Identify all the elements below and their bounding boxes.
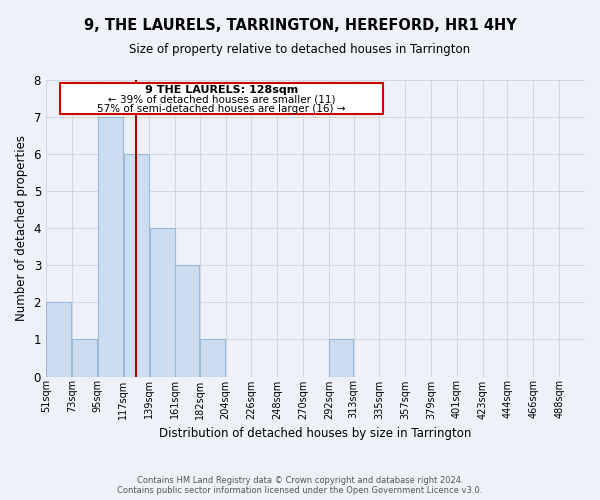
Bar: [46, 302, 71, 376]
Text: Size of property relative to detached houses in Tarrington: Size of property relative to detached ho…: [130, 42, 470, 56]
Bar: [98, 117, 123, 376]
Bar: [72, 340, 97, 376]
Bar: [124, 154, 149, 376]
Text: 9 THE LAURELS: 128sqm: 9 THE LAURELS: 128sqm: [145, 86, 298, 96]
Text: Contains public sector information licensed under the Open Government Licence v3: Contains public sector information licen…: [118, 486, 482, 495]
Text: 57% of semi-detached houses are larger (16) →: 57% of semi-detached houses are larger (…: [97, 104, 346, 114]
X-axis label: Distribution of detached houses by size in Tarrington: Distribution of detached houses by size …: [159, 427, 472, 440]
Bar: [200, 340, 226, 376]
Text: ← 39% of detached houses are smaller (11): ← 39% of detached houses are smaller (11…: [108, 94, 335, 104]
Y-axis label: Number of detached properties: Number of detached properties: [15, 136, 28, 322]
Bar: [175, 266, 199, 376]
Bar: [149, 228, 175, 376]
Text: 9, THE LAURELS, TARRINGTON, HEREFORD, HR1 4HY: 9, THE LAURELS, TARRINGTON, HEREFORD, HR…: [83, 18, 517, 32]
FancyBboxPatch shape: [60, 82, 383, 114]
Text: Contains HM Land Registry data © Crown copyright and database right 2024.: Contains HM Land Registry data © Crown c…: [137, 476, 463, 485]
Bar: [329, 340, 353, 376]
